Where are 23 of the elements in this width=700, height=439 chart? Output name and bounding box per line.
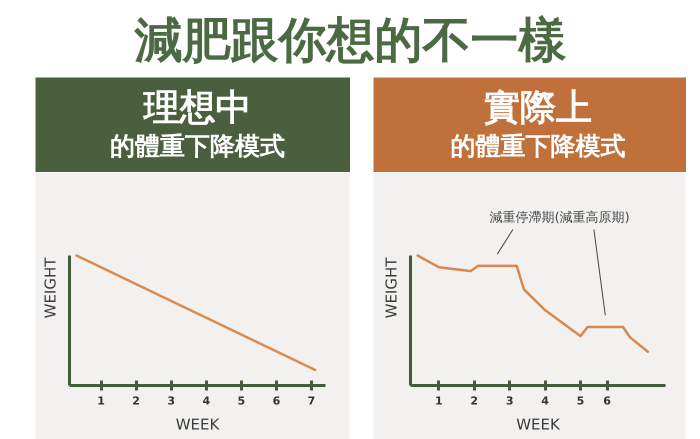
chart-title: 實際上 <box>484 87 592 128</box>
x-tick-label: 1 <box>435 394 443 408</box>
x-tick-label: 2 <box>132 394 140 408</box>
y-axis-title: WEIGHT <box>382 256 400 318</box>
x-tick-label: 5 <box>238 394 246 408</box>
x-tick-label: 4 <box>202 394 210 408</box>
x-tick-label: 6 <box>272 394 281 408</box>
x-tick-label: 7 <box>308 394 316 408</box>
x-tick-label: 4 <box>541 394 550 408</box>
x-axis-title: WEEK <box>176 416 220 434</box>
x-tick-label: 1 <box>97 394 105 408</box>
chart-title: 理想中 <box>142 87 252 128</box>
x-axis-title: WEEK <box>516 416 561 434</box>
y-axis-title: WEIGHT <box>42 256 60 318</box>
x-tick-label: 6 <box>603 394 612 408</box>
chart-subtitle: 的體重下降模式 <box>110 131 285 160</box>
x-tick-label: 2 <box>470 394 478 408</box>
x-tick-label: 5 <box>576 394 584 408</box>
chart-subtitle: 的體重下降模式 <box>450 131 626 160</box>
x-tick-label: 3 <box>506 394 514 408</box>
x-tick-label: 3 <box>167 394 176 408</box>
text: 減重停滯期(減重高原期) <box>490 209 630 226</box>
text: 減肥跟你想的不一樣 <box>134 12 566 69</box>
